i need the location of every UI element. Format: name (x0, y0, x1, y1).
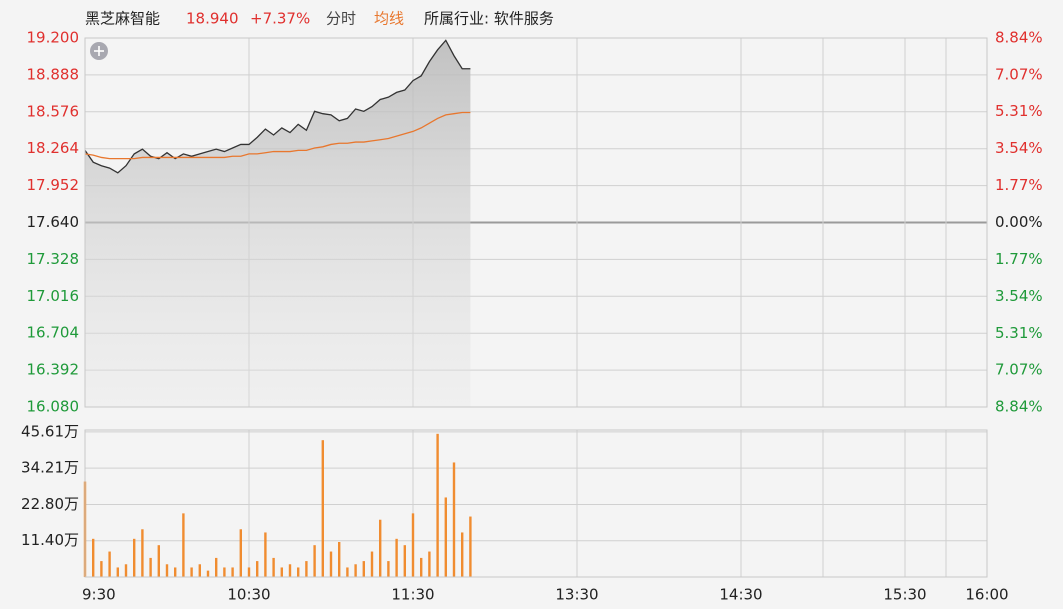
y-tick-label: 16.704 (27, 324, 80, 342)
volume-bar (362, 561, 365, 577)
volume-bar (305, 561, 308, 577)
volume-bar (313, 545, 316, 577)
x-tick-label: 14:30 (719, 586, 762, 604)
volume-bar (247, 567, 251, 577)
change-pct: +7.37% (250, 10, 310, 28)
y-tick-label: 17.952 (27, 176, 80, 194)
y-tick-label: 18.888 (27, 65, 80, 83)
volume-bar (231, 567, 234, 577)
volume-bar (174, 567, 177, 577)
volume-bar (395, 538, 398, 577)
volume-bar (444, 497, 447, 577)
volume-bar (420, 557, 423, 577)
volume-bar (354, 564, 357, 577)
y2-tick-label: 1.77% (995, 250, 1043, 268)
y-tick-label: 17.016 (27, 287, 80, 305)
volume-bar (288, 564, 292, 577)
volume-bar (436, 433, 439, 577)
volume-bar (100, 561, 103, 577)
volume-bar (108, 551, 111, 577)
volume-bar (182, 513, 185, 577)
x-tick-label: 13:30 (555, 586, 598, 604)
x-tick-label: 9:30 (82, 586, 116, 604)
volume-bar (223, 567, 226, 577)
volume-bar (92, 538, 95, 577)
volume-bar (141, 529, 144, 577)
zoom-button[interactable] (90, 42, 108, 60)
y2-tick-label: 7.07% (995, 361, 1043, 379)
y-tick-label: 17.328 (27, 250, 80, 268)
y-tick-label: 17.640 (27, 213, 80, 231)
volume-bar (215, 557, 218, 577)
volume-bar (133, 538, 136, 577)
volume-bar (272, 557, 275, 577)
last-price: 18.940 (186, 10, 239, 28)
x-tick-label: 15:30 (883, 586, 926, 604)
volume-bar (157, 545, 160, 577)
x-tick-label: 16:00 (965, 586, 1008, 604)
y2-tick-label: 5.31% (995, 102, 1043, 120)
y2-tick-label: 8.84% (995, 398, 1043, 416)
volume-tick-label: 34.21万 (21, 459, 79, 477)
y-tick-label: 18.576 (27, 102, 80, 120)
industry: 所属行业: 软件服务 (424, 10, 554, 28)
volume-bar (370, 551, 374, 577)
y2-tick-label: 8.84% (995, 29, 1043, 47)
volume-bar (329, 551, 333, 577)
y2-tick-label: 7.07% (995, 65, 1043, 83)
volume-tick-label: 22.80万 (21, 495, 79, 513)
legend-price[interactable]: 分时 (326, 10, 356, 28)
avg-line (84, 111, 471, 160)
y2-tick-label: 3.54% (995, 287, 1043, 305)
volume-bar (346, 567, 349, 577)
volume-bar (256, 561, 259, 577)
volume-bar (379, 519, 382, 577)
volume-bar (264, 532, 267, 577)
volume-tick-label: 45.61万 (21, 422, 79, 440)
volume-bar (165, 564, 169, 577)
volume-bar (469, 516, 472, 577)
volume-bar (297, 567, 300, 577)
volume-bar (321, 440, 324, 577)
y-tick-label: 19.200 (27, 29, 80, 47)
price-area (85, 40, 471, 407)
legend-avg[interactable]: 均线 (374, 10, 404, 28)
y-tick-label: 16.392 (27, 361, 80, 379)
y2-tick-label: 3.54% (995, 139, 1043, 157)
volume-tick-label: 11.40万 (21, 531, 79, 549)
volume-bar (198, 564, 201, 577)
volume-bar (461, 532, 464, 577)
x-tick-label: 11:30 (391, 586, 434, 604)
volume-bar (116, 567, 119, 577)
volume-bar (149, 557, 152, 577)
volume-bar (387, 561, 390, 577)
volume-bar (428, 551, 431, 577)
y-tick-label: 18.264 (27, 139, 80, 157)
y2-tick-label: 5.31% (995, 324, 1043, 342)
y-tick-label: 16.080 (27, 398, 80, 416)
volume-bar (411, 513, 415, 577)
volume-bar (190, 567, 193, 577)
volume-bar (124, 564, 128, 577)
volume-bar (239, 529, 242, 577)
volume-bar (206, 570, 210, 577)
x-tick-label: 10:30 (227, 586, 270, 604)
y2-tick-label: 0.00% (995, 213, 1043, 231)
price-frame (84, 37, 988, 408)
stock-name: 黑芝麻智能 (85, 10, 160, 28)
volume-frame (84, 429, 988, 578)
y2-tick-label: 1.77% (995, 176, 1043, 194)
volume-bar (280, 567, 283, 577)
volume-bar (338, 542, 341, 577)
volume-bar (452, 462, 456, 577)
price-line (84, 39, 471, 174)
volume-bar (403, 545, 406, 577)
